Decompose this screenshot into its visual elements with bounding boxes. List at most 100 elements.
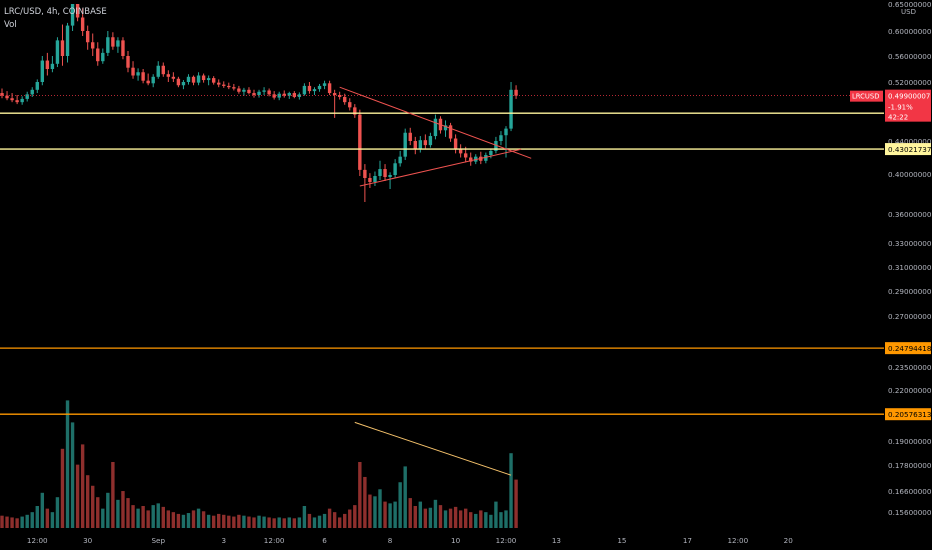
volume-bar xyxy=(494,501,498,528)
volume-bar xyxy=(70,422,75,528)
volume-bar xyxy=(85,475,90,528)
candle-body xyxy=(176,78,181,86)
candle-body xyxy=(433,118,438,137)
candle-body xyxy=(80,17,85,31)
candle-body xyxy=(247,89,251,94)
volume-bar xyxy=(312,517,317,528)
level-price-tag xyxy=(885,408,931,421)
candle-body xyxy=(292,93,297,97)
candle-body xyxy=(201,75,206,81)
price-axis-tick-label: 0.22000000 xyxy=(888,386,932,395)
triangle-trendline xyxy=(359,148,522,187)
volume-bar xyxy=(453,506,458,528)
volume-bar xyxy=(101,508,105,528)
volume-bar xyxy=(196,508,201,528)
volume-bar xyxy=(277,517,281,528)
volume-bar xyxy=(0,515,4,528)
volume-bar xyxy=(443,510,448,528)
volume-bar xyxy=(378,489,382,528)
price-axis-tick-label: 0.36000000 xyxy=(888,210,932,219)
currency-label[interactable]: USD xyxy=(901,8,916,16)
candle-body xyxy=(126,56,130,68)
volume-bar xyxy=(242,515,246,528)
candle-body xyxy=(267,90,271,95)
volume-bar xyxy=(348,509,352,528)
ticker-label: LRCUSD xyxy=(852,93,879,101)
candle-body xyxy=(106,37,110,53)
volume-bar xyxy=(171,512,176,528)
time-axis-tick-label: 12:00 xyxy=(496,536,517,545)
candle-body xyxy=(181,82,186,86)
candle-body xyxy=(297,94,302,97)
volume-bar xyxy=(403,466,407,528)
candle-body xyxy=(363,169,367,178)
candle-body xyxy=(378,169,382,176)
volume-bar xyxy=(176,513,181,528)
price-axis-tick-label: 0.19000000 xyxy=(888,437,932,446)
candle-body xyxy=(262,90,266,92)
volume-bar xyxy=(428,507,433,528)
volume-bar xyxy=(30,512,34,528)
candle-body xyxy=(35,82,39,90)
candle-body xyxy=(217,82,221,85)
volume-bar xyxy=(469,512,473,528)
symbol-title[interactable]: LRC/USD, 4h, COINBASE xyxy=(4,7,107,17)
candle-body xyxy=(136,72,140,76)
candle-body xyxy=(171,76,176,79)
volume-bar xyxy=(141,506,145,528)
volume-bar xyxy=(448,508,453,528)
time-axis[interactable]: 12:00 30 Sep 3 12:00 6 8 10 12:00 13 15 17 12:00 20 xyxy=(0,531,884,550)
candle-body xyxy=(15,100,19,103)
volume-bar xyxy=(10,517,14,528)
candle-body xyxy=(343,96,347,103)
candle-body xyxy=(282,93,286,96)
volume-bar xyxy=(317,515,322,528)
volume-bar xyxy=(292,518,297,528)
candle-body xyxy=(368,178,372,182)
candle-body xyxy=(514,89,518,96)
volume-bar xyxy=(40,492,45,528)
candle-body xyxy=(469,157,473,162)
volume-bar xyxy=(116,499,120,528)
volume-bar xyxy=(96,497,100,528)
volume-bar xyxy=(287,517,291,528)
candle-body xyxy=(509,89,513,129)
volume-bar xyxy=(111,462,115,528)
volume-bar xyxy=(489,514,493,528)
candle-body xyxy=(272,94,276,98)
volume-bar xyxy=(474,513,478,528)
candle-body xyxy=(428,136,433,146)
volume-bar xyxy=(484,512,488,528)
time-axis-tick-label: 3 xyxy=(221,536,226,545)
volume-bar xyxy=(408,498,412,528)
candle-body xyxy=(156,65,160,77)
price-axis[interactable]: 0.65000000 0.60000000 0.56000000 0.52000000… xyxy=(888,0,932,517)
price-axis-tick-label: 0.27000000 xyxy=(888,312,932,321)
candle-body xyxy=(504,128,508,136)
volume-bar xyxy=(433,499,438,528)
time-axis-tick-label: 30 xyxy=(83,536,93,545)
candle-body xyxy=(393,163,397,175)
volume-bar xyxy=(302,506,307,528)
price-axis-tick-label: 0.60000000 xyxy=(888,27,932,36)
volume-bar xyxy=(131,505,135,528)
volume-bar xyxy=(20,516,24,528)
candle-body xyxy=(388,175,392,177)
volume-bar xyxy=(65,400,70,528)
candle-body xyxy=(383,169,387,177)
volume-bar xyxy=(151,505,155,528)
price-axis-tick-label: 0.23500000 xyxy=(888,363,932,372)
volume-bar xyxy=(358,462,362,528)
candle-body xyxy=(287,93,291,96)
volume-bar xyxy=(398,482,402,528)
candle-body xyxy=(0,93,4,96)
volume-bar xyxy=(181,514,186,528)
candle-body xyxy=(373,176,377,182)
level-labels-layer: 0.473694550.430217370.247944180.20576313… xyxy=(850,89,932,421)
volume-bar xyxy=(186,513,191,528)
candle-body xyxy=(206,78,211,81)
candle-body xyxy=(358,114,362,170)
candle-body xyxy=(50,63,55,69)
